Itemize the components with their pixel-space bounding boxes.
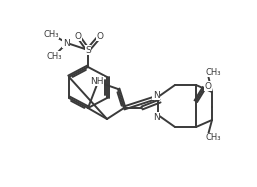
Text: O: O [205, 82, 212, 91]
Text: NH: NH [90, 76, 104, 85]
Text: N: N [63, 39, 69, 47]
Text: N: N [153, 113, 159, 122]
Text: CH₃: CH₃ [205, 134, 221, 142]
Text: N: N [153, 91, 159, 99]
Text: CH₃: CH₃ [43, 30, 59, 39]
Text: S: S [85, 45, 91, 54]
Text: O: O [75, 31, 81, 41]
Text: O: O [96, 31, 104, 41]
Text: CH₃: CH₃ [46, 51, 62, 61]
Text: CH₃: CH₃ [205, 68, 221, 76]
